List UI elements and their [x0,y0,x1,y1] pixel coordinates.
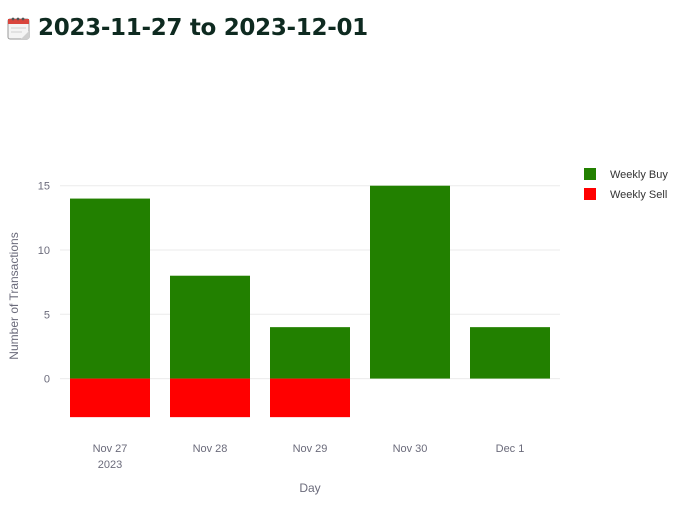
y-tick-label: 10 [38,245,50,257]
bar-weekly-sell[interactable] [270,378,350,418]
x-tick-label: Nov 30 [393,443,428,455]
page-title: 2023-11-27 to 2023-12-01 [38,15,368,41]
bar-weekly-buy[interactable] [470,327,550,379]
y-axis-label: Number of Transactions [7,232,21,359]
x-tick-label: Nov 27 [93,443,128,455]
legend-label: Weekly Buy [610,169,668,181]
legend-swatch [584,168,596,180]
bar-weekly-buy[interactable] [370,185,450,379]
legend-swatch [584,188,596,200]
legend-item[interactable]: Weekly Buy [584,168,668,181]
page-header: 2023-11-27 to 2023-12-01 [6,10,368,46]
y-axis: 0 5 10 15 [38,181,50,386]
x-tick-label: Nov 28 [193,443,228,455]
y-tick-label: 0 [44,374,50,386]
x-tick-label: Nov 29 [293,443,328,455]
bar-weekly-buy[interactable] [170,275,250,379]
bar-weekly-buy[interactable] [70,198,150,379]
bar-weekly-buy[interactable] [270,327,350,379]
legend-label: Weekly Sell [610,189,667,201]
x-tick-year-label: 2023 [98,459,122,471]
legend[interactable]: Weekly Buy Weekly Sell [584,168,668,201]
bar-weekly-sell[interactable] [170,378,250,418]
calendar-icon [6,15,32,41]
y-tick-label: 5 [44,309,50,321]
bar-weekly-sell[interactable] [70,378,150,418]
x-axis: Nov 27 2023 Nov 28 Nov 29 Nov 30 Dec 1 [93,443,525,471]
bars [70,185,550,418]
x-axis-label: Day [299,481,320,495]
y-tick-label: 15 [38,181,50,193]
legend-item[interactable]: Weekly Sell [584,188,667,201]
x-tick-label: Dec 1 [496,443,525,455]
